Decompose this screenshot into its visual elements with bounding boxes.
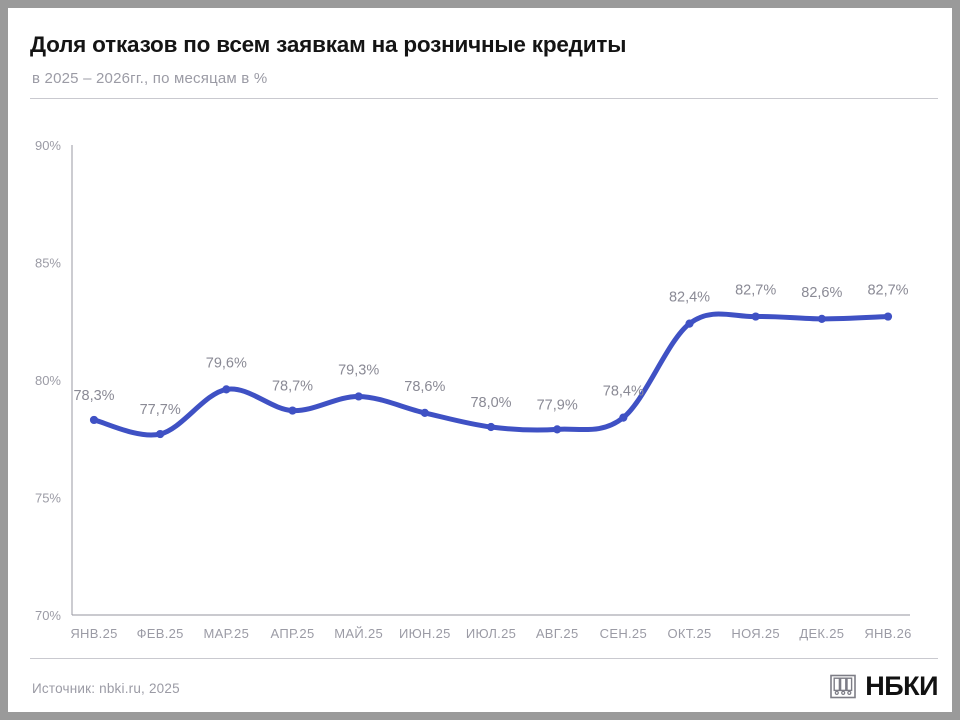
binders-icon [830,674,857,699]
data-point-label: 82,7% [867,283,908,299]
page-title: Доля отказов по всем заявкам на розничны… [30,32,627,57]
header-divider [30,98,938,99]
x-axis-tick-label: ФЕВ.25 [137,626,184,641]
y-axis-tick-label: 70% [35,608,61,623]
data-point-marker[interactable] [156,429,165,439]
x-axis-tick-label: МАЙ.25 [334,626,383,641]
data-point-marker[interactable] [222,385,231,394]
data-point-marker[interactable] [817,314,826,323]
data-point-label: 82,6% [801,285,842,301]
data-point-marker[interactable] [420,408,429,417]
y-axis-tick-label: 75% [35,491,61,506]
x-axis-tick-label: СЕН.25 [600,626,647,641]
data-point-marker[interactable] [486,422,496,432]
data-point-label: 79,3% [338,362,379,378]
data-point-marker[interactable] [619,413,628,422]
data-point-label: 78,6% [404,379,445,395]
data-point-marker[interactable] [553,425,562,434]
chart-card: Доля отказов по всем заявкам на розничны… [8,8,952,712]
x-axis-tick-label: НОЯ.25 [731,626,779,641]
y-axis-tick-label: 85% [35,256,61,271]
data-point-marker[interactable] [685,319,694,328]
data-point-label: 77,9% [537,397,578,413]
data-point-label: 82,4% [669,290,710,306]
x-axis-tick-label: ЯНВ.25 [70,626,117,641]
x-axis-tick-label: МАР.25 [204,626,250,641]
footer-divider [30,658,938,659]
x-axis-tick-label: ОКТ.25 [667,626,711,641]
data-point-label: 79,6% [206,355,247,371]
x-axis-tick-label: ИЮН.25 [399,626,451,641]
source-note: Источник: nbki.ru, 2025 [32,681,180,696]
line-chart: 70% 75% 80% 85% 90% ЯНВ.25 ФЕВ.25 МАР.25 АПР.25 М… [35,138,911,641]
brand-name: НБКИ [865,671,938,701]
data-point-marker[interactable] [354,392,363,401]
data-series-line [91,311,891,438]
x-axis-tick-label: АВГ.25 [536,626,579,641]
data-point-label: 78,7% [272,379,313,395]
data-point-marker[interactable] [288,406,297,415]
brand-logo: НБКИ [830,673,938,700]
y-axis-tick-label: 80% [35,373,61,388]
x-axis-tick-label: ИЮЛ.25 [466,626,516,641]
data-point-marker[interactable] [89,415,99,425]
data-point-marker[interactable] [883,312,893,321]
data-point-label: 82,7% [735,283,776,299]
x-axis-tick-label: ЯНВ.26 [864,626,911,641]
chart-subtitle: в 2025 – 2026гг., по месяцам в % [32,70,268,87]
data-point-marker[interactable] [751,312,760,321]
data-point-label: 77,7% [140,402,181,418]
x-axis-tick-label: ДЕК.25 [799,626,844,641]
data-point-label: 78,3% [73,388,114,404]
data-point-label: 78,4% [603,384,644,400]
y-axis-tick-label: 90% [35,138,61,153]
data-point-label: 78,0% [470,395,511,411]
x-axis-tick-label: АПР.25 [271,626,315,641]
